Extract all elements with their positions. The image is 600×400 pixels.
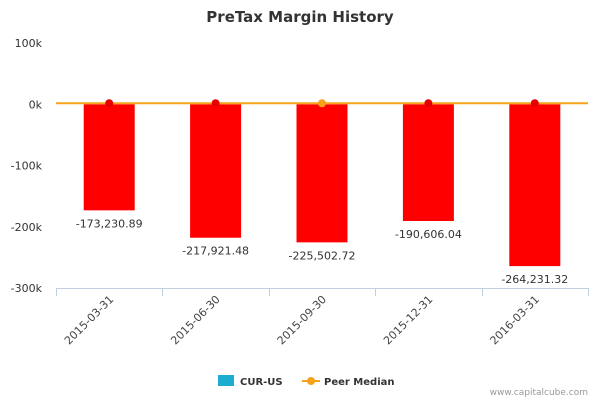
credit-text: www.capitalcube.com — [490, 388, 588, 398]
data-label: -225,502.72 — [289, 249, 356, 262]
x-tick-label: 2015-06-30 — [168, 293, 222, 347]
x-axis: 2015-03-31 2015-06-30 2015-09-30 2015-12-31… — [56, 288, 589, 347]
legend[interactable]: CUR-US Peer Median — [218, 375, 395, 388]
bar[interactable] — [402, 104, 454, 221]
bar[interactable] — [190, 104, 242, 238]
y-tick-label: -100k — [11, 160, 43, 173]
legend-swatch-cur-us — [218, 375, 234, 386]
peer-median-point[interactable] — [424, 99, 433, 108]
y-axis: 100k 0k -100k -200k -300k — [11, 37, 43, 295]
peer-median-point[interactable] — [318, 99, 326, 108]
bar[interactable] — [83, 104, 135, 211]
bar-series — [83, 104, 561, 267]
x-tick-label: 2015-03-31 — [62, 293, 116, 347]
y-tick-label: -200k — [11, 221, 43, 234]
legend-marker-peer-median — [307, 377, 315, 385]
bar[interactable] — [296, 104, 348, 243]
legend-label-peer-median: Peer Median — [324, 377, 395, 388]
data-label: -217,921.48 — [182, 245, 249, 258]
peer-median-point[interactable] — [105, 99, 114, 108]
peer-median-point[interactable] — [211, 99, 220, 108]
data-label: -173,230.89 — [76, 217, 143, 230]
y-tick-label: 100k — [15, 37, 43, 50]
legend-label-cur-us: CUR-US — [240, 377, 283, 388]
peer-median-series — [56, 99, 588, 108]
y-tick-label: -300k — [11, 282, 43, 295]
data-label: -190,606.04 — [395, 228, 462, 241]
bar[interactable] — [509, 104, 561, 267]
x-tick-label: 2016-03-31 — [488, 293, 542, 347]
y-tick-label: 0k — [29, 98, 43, 111]
data-labels: -173,230.89 -217,921.48 -225,502.72 -190,60… — [76, 217, 569, 286]
peer-median-point[interactable] — [530, 99, 539, 108]
data-label: -264,231.32 — [501, 273, 568, 286]
x-tick-label: 2015-12-31 — [381, 293, 435, 347]
chart-title: PreTax Margin History — [206, 8, 394, 26]
x-tick-label: 2015-09-30 — [275, 293, 329, 347]
